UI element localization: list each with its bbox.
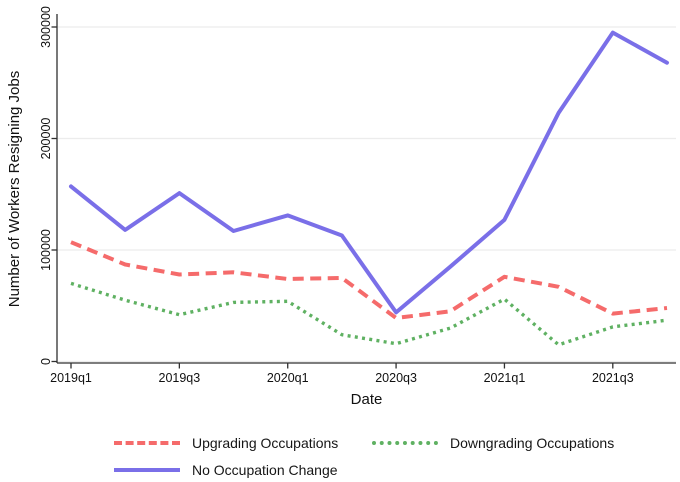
legend-item-upgrading: Upgrading Occupations	[114, 434, 338, 452]
svg-text:100000: 100000	[39, 229, 53, 271]
x-axis-ticks: 2019q1 2019q3 2020q1 2020q3 2021q1 2021q3	[50, 363, 634, 385]
series-line-downgrading-occupations	[70, 281, 668, 347]
legend-label: No Occupation Change	[192, 462, 338, 478]
y-axis-title: Number of Workers Resigning Jobs	[6, 70, 23, 308]
upgrading-dashed-line-swatch	[114, 441, 180, 445]
svg-text:300000: 300000	[39, 6, 53, 48]
axes	[56, 14, 676, 364]
svg-text:2020q1: 2020q1	[267, 371, 309, 385]
series-line-no-occupation-change	[69, 30, 669, 315]
downgrading-dotted-line-swatch	[372, 441, 438, 445]
gridlines	[57, 26, 676, 363]
svg-text:2020q3: 2020q3	[375, 371, 417, 385]
svg-text:200000: 200000	[39, 118, 53, 160]
svg-text:2019q1: 2019q1	[50, 371, 92, 385]
no-change-solid-line-swatch	[114, 468, 180, 472]
y-axis-ticks: 0 100000 200000 300000	[39, 6, 57, 365]
legend-label: Downgrading Occupations	[450, 435, 615, 451]
series-line-upgrading-occupations	[70, 240, 668, 320]
x-axis-title: Date	[350, 391, 383, 408]
svg-text:2021q3: 2021q3	[592, 371, 634, 385]
legend-label: Upgrading Occupations	[192, 435, 339, 451]
line-chart-canvas: 0 100000 200000 300000 2019q1 2019q3 2020q1 202…	[39, 6, 676, 385]
svg-text:2021q1: 2021q1	[484, 371, 526, 385]
svg-text:0: 0	[39, 358, 53, 365]
legend-item-no-change: No Occupation Change	[114, 461, 338, 479]
legend-item-downgrading: Downgrading Occupations	[372, 434, 614, 452]
svg-text:2019q3: 2019q3	[159, 371, 201, 385]
